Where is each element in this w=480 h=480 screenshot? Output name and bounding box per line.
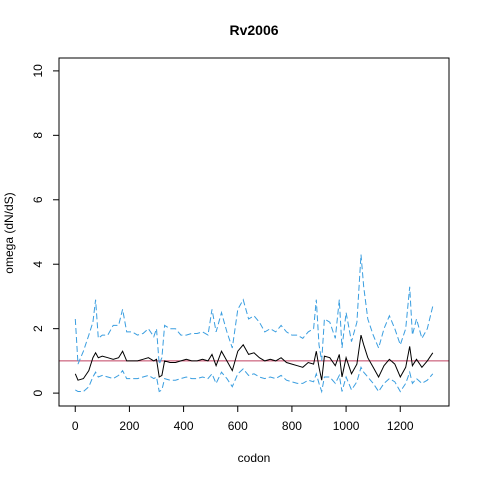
- x-tick-label: 600: [228, 419, 248, 433]
- series-line-upper: [74, 254, 434, 365]
- chart-title: Rv2006: [229, 22, 278, 38]
- x-axis-label: codon: [238, 451, 271, 465]
- y-tick-label: 6: [31, 196, 45, 203]
- x-tick-label: 200: [119, 419, 139, 433]
- plot-area: [59, 254, 449, 394]
- y-tick-label: 4: [31, 261, 45, 268]
- x-axis: 0 200 400 600 800 1000 1200: [72, 406, 414, 433]
- y-axis-label: omega (dN/dS): [2, 192, 16, 273]
- y-tick-label: 10: [31, 64, 45, 78]
- x-tick-label: 800: [282, 419, 302, 433]
- x-tick-label: 1000: [333, 419, 360, 433]
- plot-frame: [58, 57, 450, 407]
- x-tick-label: 1200: [387, 419, 414, 433]
- y-axis: 0 2 4 6 8 10: [31, 64, 59, 396]
- series-line-lower: [75, 365, 434, 394]
- y-tick-label: 0: [31, 389, 45, 396]
- x-tick-label: 400: [174, 419, 194, 433]
- y-tick-label: 2: [31, 325, 45, 332]
- series-line-mean: [74, 334, 434, 381]
- x-tick-label: 0: [72, 419, 79, 433]
- y-tick-label: 8: [31, 132, 45, 139]
